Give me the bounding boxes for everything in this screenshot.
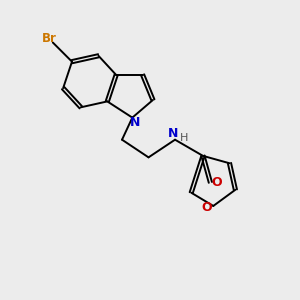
Text: H: H xyxy=(180,133,189,143)
Text: Br: Br xyxy=(42,32,57,45)
Text: N: N xyxy=(168,127,179,140)
Text: O: O xyxy=(202,201,212,214)
Text: O: O xyxy=(212,176,222,189)
Text: N: N xyxy=(130,116,140,129)
